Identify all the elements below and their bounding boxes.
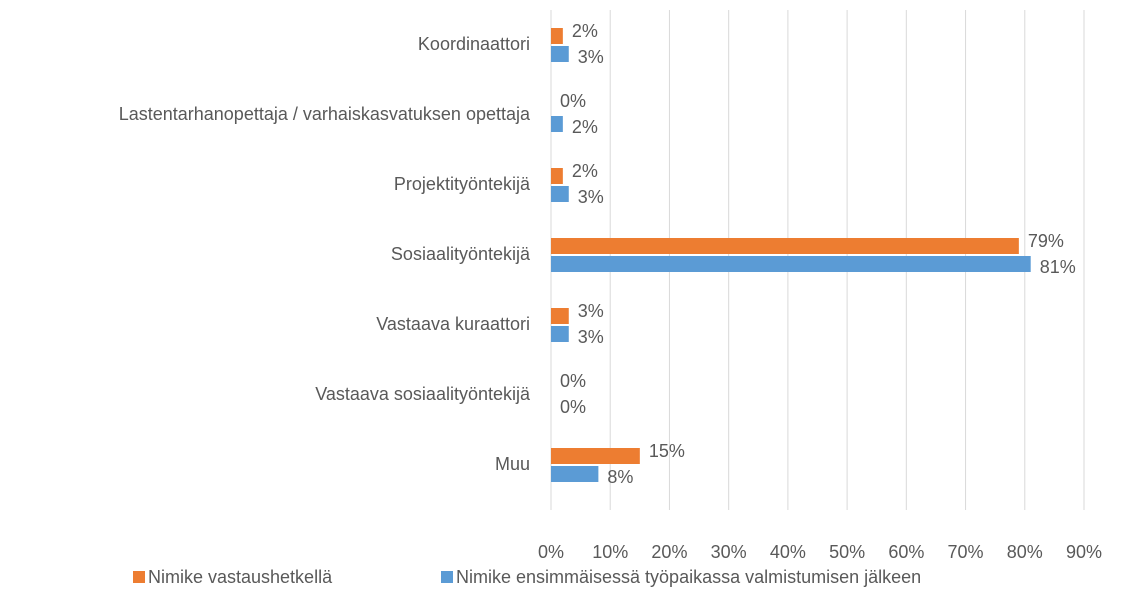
y-tick-label: Vastaava kuraattori xyxy=(376,314,530,334)
bar xyxy=(551,46,569,62)
x-tick-label: 90% xyxy=(1066,542,1102,562)
y-tick-label: Vastaava sosiaalityöntekijä xyxy=(315,384,531,404)
bar xyxy=(551,326,569,342)
x-tick-label: 70% xyxy=(948,542,984,562)
x-tick-label: 60% xyxy=(888,542,924,562)
data-label: 3% xyxy=(578,301,604,321)
bar xyxy=(551,116,563,132)
data-label: 2% xyxy=(572,117,598,137)
y-tick-label: Lastentarhanopettaja / varhaiskasvatukse… xyxy=(119,104,531,124)
bar xyxy=(551,448,640,464)
y-tick-label: Muu xyxy=(495,454,530,474)
data-label: 8% xyxy=(607,467,633,487)
x-tick-label: 0% xyxy=(538,542,564,562)
legend-swatch xyxy=(441,571,453,583)
data-label: 0% xyxy=(560,397,586,417)
data-label: 2% xyxy=(572,161,598,181)
data-label: 3% xyxy=(578,327,604,347)
bar xyxy=(551,466,599,482)
data-label: 15% xyxy=(649,441,685,461)
data-label: 2% xyxy=(572,21,598,41)
y-tick-label: Sosiaalityöntekijä xyxy=(391,244,531,264)
data-label: 0% xyxy=(560,91,586,111)
x-tick-label: 30% xyxy=(711,542,747,562)
x-tick-label: 20% xyxy=(651,542,687,562)
x-tick-label: 10% xyxy=(592,542,628,562)
legend-swatch xyxy=(133,571,145,583)
bar xyxy=(551,238,1019,254)
legend-label: Nimike vastaushetkellä xyxy=(148,567,333,587)
data-label: 81% xyxy=(1040,257,1076,277)
x-tick-label: 80% xyxy=(1007,542,1043,562)
data-label: 79% xyxy=(1028,231,1064,251)
y-tick-label: Koordinaattori xyxy=(418,34,530,54)
bar xyxy=(551,256,1031,272)
y-tick-label: Projektityöntekijä xyxy=(394,174,531,194)
bar xyxy=(551,168,563,184)
x-tick-label: 40% xyxy=(770,542,806,562)
bar xyxy=(551,28,563,44)
bar xyxy=(551,186,569,202)
data-label: 3% xyxy=(578,47,604,67)
x-tick-label: 50% xyxy=(829,542,865,562)
data-label: 0% xyxy=(560,371,586,391)
data-label: 3% xyxy=(578,187,604,207)
bar xyxy=(551,308,569,324)
legend-label: Nimike ensimmäisessä työpaikassa valmist… xyxy=(456,567,921,587)
